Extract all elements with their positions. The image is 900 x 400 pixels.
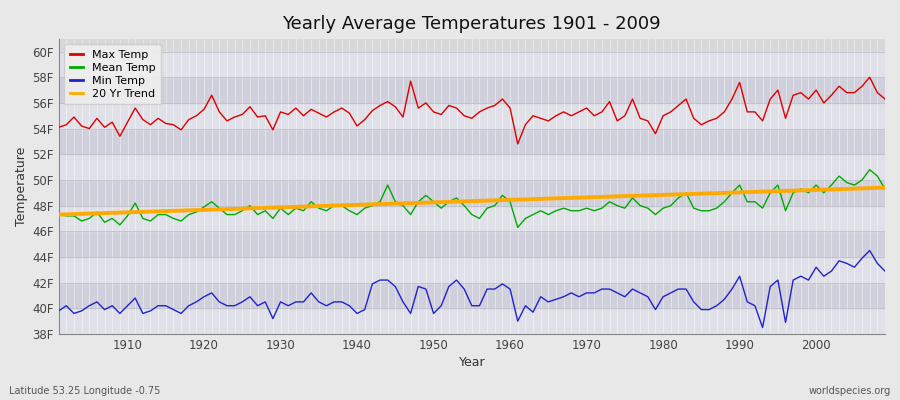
Bar: [58, 308, 885, 334]
Bar: [58, 103, 885, 128]
Text: worldspecies.org: worldspecies.org: [809, 386, 891, 396]
Bar: [58, 128, 885, 154]
Bar: [58, 77, 885, 103]
Bar: [58, 180, 885, 206]
X-axis label: Year: Year: [458, 356, 485, 369]
Bar: [58, 52, 885, 77]
Bar: [58, 154, 885, 180]
Text: Latitude 53.25 Longitude -0.75: Latitude 53.25 Longitude -0.75: [9, 386, 160, 396]
Bar: [58, 231, 885, 257]
Y-axis label: Temperature: Temperature: [15, 147, 28, 226]
Bar: [58, 257, 885, 283]
Bar: [58, 206, 885, 231]
Bar: [58, 283, 885, 308]
Legend: Max Temp, Mean Temp, Min Temp, 20 Yr Trend: Max Temp, Mean Temp, Min Temp, 20 Yr Tre…: [64, 44, 161, 104]
Title: Yearly Average Temperatures 1901 - 2009: Yearly Average Temperatures 1901 - 2009: [283, 15, 662, 33]
